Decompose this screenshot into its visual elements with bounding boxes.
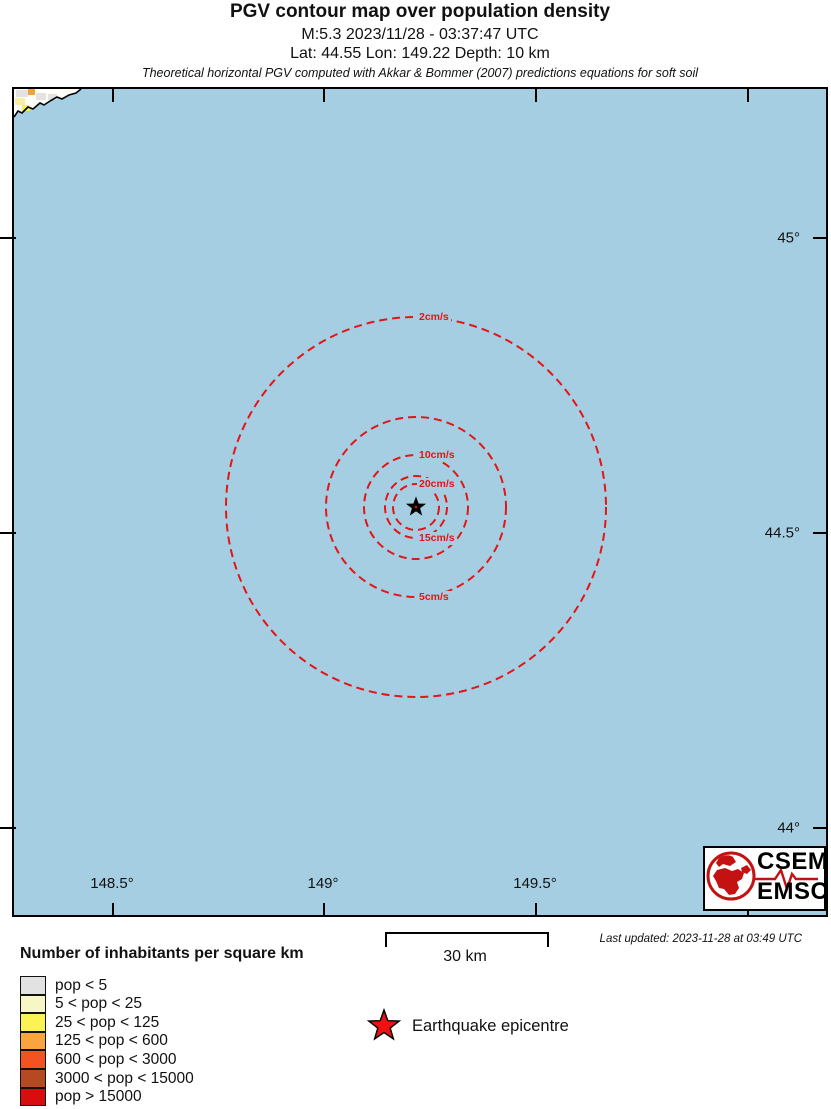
lon-tick-top: [323, 89, 325, 102]
legend-label: 25 < pop < 125: [55, 1013, 160, 1031]
legend-swatch: [20, 1050, 46, 1069]
lon-tick-bottom: [323, 903, 325, 915]
legend-label: pop > 15000: [55, 1088, 142, 1106]
legend-title: Number of inhabitants per square km: [20, 945, 304, 962]
lon-tick-top: [535, 89, 537, 102]
legend-swatch: [20, 994, 46, 1014]
logo-text-csem: CSEM: [757, 848, 829, 875]
scale-bar-label: 30 km: [443, 948, 487, 965]
legend-label: 125 < pop < 600: [55, 1032, 168, 1050]
lon-tick-bottom: [535, 903, 537, 915]
contour-circle-2cm-s: [225, 316, 607, 698]
epicentre-legend: Earthquake epicentre: [366, 1008, 569, 1044]
last-updated-text: Last updated: 2023-11-28 at 03:49 UTC: [599, 933, 802, 945]
legend-swatch: [20, 1068, 46, 1088]
legend-label: 3000 < pop < 15000: [55, 1069, 194, 1087]
lat-tick-left: [0, 532, 16, 534]
legend-swatch: [20, 1031, 46, 1051]
lon-axis-label: 148.5°: [90, 875, 134, 892]
lat-axis-label: 45°: [777, 229, 800, 247]
epicentre-legend-label: Earthquake epicentre: [412, 1016, 569, 1035]
contour-circle-10cm-s: [363, 454, 469, 560]
method-note: Theoretical horizontal PGV computed with…: [141, 66, 699, 80]
lat-tick-right: [813, 532, 826, 534]
legend-row: pop < 5: [20, 976, 304, 995]
csem-emsc-logo: CSEM EMSC: [703, 846, 829, 911]
contour-circle-5cm-s: [325, 416, 507, 598]
legend-row: 5 < pop < 25: [20, 994, 304, 1014]
map-graphics: [14, 89, 607, 698]
coastline-land: [14, 89, 82, 118]
legend-row: 25 < pop < 125: [20, 1013, 304, 1032]
legend-label: pop < 5: [55, 976, 108, 994]
contour-label-20cm-s: 20cm/s: [417, 477, 457, 491]
lat-axis-label: 44°: [777, 819, 800, 837]
page-title: PGV contour map over population density: [229, 1, 611, 22]
legend-label: 5 < pop < 25: [55, 995, 143, 1013]
legend-row: 600 < pop < 3000: [20, 1050, 304, 1069]
lat-axis-label: 44.5°: [764, 524, 800, 542]
lon-tick-top: [747, 89, 749, 102]
epicentre-star-icon: [366, 1008, 402, 1041]
pop-cell: [16, 90, 28, 97]
lon-axis-label: 149°: [307, 875, 339, 892]
logo-graphics: [706, 851, 818, 901]
lat-tick-left: [0, 237, 16, 239]
legend-swatch: [20, 1087, 46, 1107]
legend-row: 3000 < pop < 15000: [20, 1068, 304, 1088]
population-legend: Number of inhabitants per square km pop …: [20, 945, 304, 1107]
coastline: [14, 89, 82, 118]
globe-icon: [706, 851, 756, 901]
pgv-contours: [225, 316, 607, 698]
contour-circle-20cm-s: [392, 483, 440, 531]
event-location-depth: Lat: 44.55 Lon: 149.22 Depth: 10 km: [290, 45, 550, 62]
lon-axis-label: 149.5°: [513, 875, 557, 892]
event-magnitude-datetime: M:5.3 2023/11/28 - 03:37:47 UTC: [301, 26, 539, 43]
contour-label-2cm-s: 2cm/s: [417, 310, 451, 324]
contour-label-15cm-s: 15cm/s: [417, 531, 457, 545]
scale-bar: [385, 932, 549, 947]
legend-row: 125 < pop < 600: [20, 1031, 304, 1051]
legend-label: 600 < pop < 3000: [55, 1050, 177, 1068]
epicenter-star: [405, 496, 427, 516]
header: PGV contour map over population density …: [14, 1, 826, 80]
pop-cell: [15, 98, 25, 105]
contour-label-5cm-s: 5cm/s: [417, 590, 451, 604]
logo-text-emsc: EMSC: [757, 878, 829, 905]
legend-row: pop > 15000: [20, 1087, 304, 1107]
map-canvas: 2cm/s 5cm/s 10cm/s 15cm/s 20cm/s 148.5° 149° 1…: [0, 87, 829, 917]
contour-label-10cm-s: 10cm/s: [417, 448, 457, 462]
lat-tick-left: [0, 827, 16, 829]
pop-cell: [28, 89, 35, 95]
seismogram-line: [755, 867, 818, 893]
lat-tick-right: [813, 827, 826, 829]
legend-swatch: [20, 1013, 46, 1032]
lon-tick-bottom: [112, 903, 114, 915]
legend-swatch: [20, 976, 46, 995]
pop-cell: [36, 93, 46, 100]
lat-tick-right: [813, 237, 826, 239]
contour-circle-15cm-s: [384, 475, 448, 539]
lon-tick-top: [112, 89, 114, 102]
pop-cell: [48, 94, 57, 100]
